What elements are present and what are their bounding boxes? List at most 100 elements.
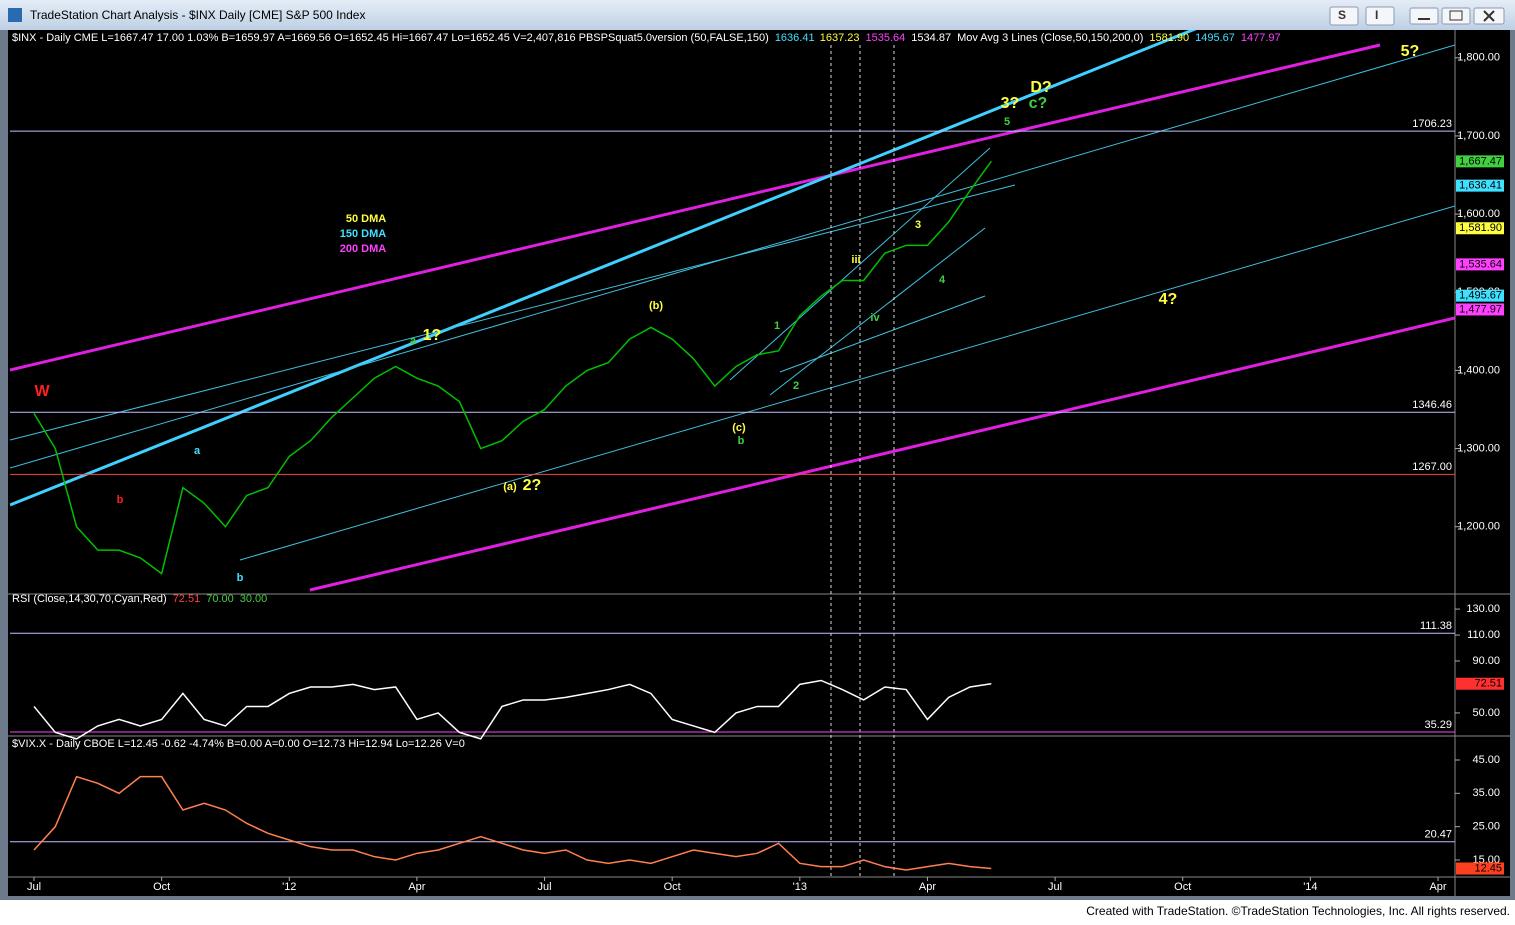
value-marker-label: 1,581.90 xyxy=(1459,222,1502,234)
wave-label: 2 xyxy=(793,380,799,392)
value-marker xyxy=(1456,303,1504,316)
wave-label: 4? xyxy=(1159,291,1178,308)
app-icon xyxy=(8,8,22,22)
value-marker xyxy=(1456,222,1504,235)
y-tick-label: 1,200.00 xyxy=(1457,521,1500,533)
value-marker-label: 1,535.64 xyxy=(1459,258,1502,270)
level-label: 1706.23 xyxy=(1412,118,1452,130)
y-tick-label: 90.00 xyxy=(1472,655,1500,667)
value-marker-label: 12.45 xyxy=(1474,862,1502,874)
wave-label: b xyxy=(237,572,244,584)
wave-label: a xyxy=(410,335,417,347)
title-bar xyxy=(0,0,1515,30)
chart-area xyxy=(8,30,1510,896)
x-tick-label: Jul xyxy=(27,881,41,893)
level-label: 1267.00 xyxy=(1412,461,1452,473)
x-tick-label: Oct xyxy=(664,881,681,893)
y-tick-label: 110.00 xyxy=(1467,629,1500,641)
wave-label: 3 xyxy=(915,219,921,231)
header-part: $INX - Daily CME L=1667.47 17.00 1.03% B… xyxy=(12,32,769,44)
wave-label: iii xyxy=(851,254,860,266)
symbol-button-label[interactable]: S xyxy=(1338,8,1346,22)
wave-label: iv xyxy=(870,312,880,324)
x-tick-label: Oct xyxy=(1174,881,1191,893)
y-tick-label: 1,300.00 xyxy=(1457,442,1500,454)
y-tick-label: 1,600.00 xyxy=(1457,208,1500,220)
wave-label: 5 xyxy=(1004,116,1010,128)
wave-label: a xyxy=(194,445,201,457)
y-tick-label: 50.00 xyxy=(1472,707,1500,719)
trend-line xyxy=(10,43,1381,372)
trend-line xyxy=(239,205,1455,561)
x-tick-label: Apr xyxy=(1429,881,1446,893)
trend-line xyxy=(769,227,986,396)
panel-header: RSI (Close,14,30,70,Cyan,Red) 72.51 70.00 3… xyxy=(12,593,267,605)
header-part: 1495.67 xyxy=(1195,32,1235,44)
wave-label: 4 xyxy=(939,274,946,286)
trend-line xyxy=(10,30,1197,507)
wave-label: 1 xyxy=(774,320,780,332)
wave-label: c? xyxy=(1029,95,1048,112)
value-marker-label: 1,667.47 xyxy=(1459,155,1502,167)
header-part: RSI (Close,14,30,70,Cyan,Red) xyxy=(12,593,167,605)
panel-header: $VIX.X - Daily CBOE L=12.45 -0.62 -4.74%… xyxy=(12,738,465,750)
wave-label: 3? xyxy=(1001,95,1020,112)
wave-label: 200 DMA xyxy=(340,243,387,255)
footer: Created with TradeStation. ©TradeStation… xyxy=(1086,904,1510,918)
interval-button[interactable] xyxy=(1365,6,1395,26)
y-tick-label: 130.00 xyxy=(1466,603,1500,615)
wave-label: D? xyxy=(1030,79,1051,96)
wave-label: 1? xyxy=(423,327,442,344)
level-label: 1346.46 xyxy=(1412,399,1452,411)
header-part: 1637.23 xyxy=(820,32,860,44)
wave-label: b xyxy=(738,435,745,447)
header-part: 1636.41 xyxy=(775,32,815,44)
value-marker xyxy=(1456,179,1504,192)
drawings xyxy=(10,30,1455,877)
footer-bar xyxy=(0,900,1515,920)
wave-label: 150 DMA xyxy=(340,228,387,240)
y-tick-label: 1,800.00 xyxy=(1457,52,1500,64)
level-label: 111.38 xyxy=(1420,620,1452,632)
price-line xyxy=(33,160,992,575)
close-icon xyxy=(1483,10,1495,22)
wave-label: W xyxy=(34,383,50,400)
value-marker xyxy=(1456,677,1504,690)
value-marker-label: 72.51 xyxy=(1474,678,1502,690)
value-marker xyxy=(1456,289,1504,302)
wave-label: b xyxy=(117,494,124,506)
x-tick-label: Jul xyxy=(1048,881,1062,893)
value-marker xyxy=(1456,862,1504,875)
wave-label: 2? xyxy=(523,477,542,494)
minimize-button[interactable] xyxy=(1409,7,1439,25)
wave-label: (b) xyxy=(649,300,663,312)
value-marker xyxy=(1456,258,1504,271)
header-part: 1535.64 xyxy=(866,32,906,44)
x-tick-label: Apr xyxy=(408,881,425,893)
y-tick-label: 35.00 xyxy=(1472,787,1500,799)
header-part: 1581.90 xyxy=(1149,32,1189,44)
wave-label: (c) xyxy=(732,422,746,434)
y-tick-label: 1,400.00 xyxy=(1457,364,1500,376)
header-part: $VIX.X - Daily CBOE L=12.45 -0.62 -4.74%… xyxy=(12,738,465,750)
maximize-button[interactable] xyxy=(1441,7,1471,25)
wave-label: 50 DMA xyxy=(346,213,386,225)
value-marker-label: 1,636.41 xyxy=(1459,180,1502,192)
value-marker xyxy=(1456,155,1504,168)
interval-button-label[interactable]: I xyxy=(1375,8,1378,22)
header-part: 70.00 xyxy=(206,593,234,605)
level-label: 20.47 xyxy=(1424,829,1452,841)
symbol-button[interactable] xyxy=(1329,6,1359,26)
x-tick-label: Jul xyxy=(538,881,552,893)
header-part: 1534.87 xyxy=(911,32,951,44)
header-part: 1477.97 xyxy=(1241,32,1281,44)
y-tick-label: 25.00 xyxy=(1472,821,1500,833)
header-part: 72.51 xyxy=(173,593,201,605)
value-marker-label: 1,477.97 xyxy=(1459,303,1502,315)
wave-label: (a) xyxy=(503,481,517,493)
y-tick-label: 1,700.00 xyxy=(1457,130,1500,142)
value-marker-label: 1,495.67 xyxy=(1459,290,1502,302)
x-tick-label: '12 xyxy=(282,881,296,893)
